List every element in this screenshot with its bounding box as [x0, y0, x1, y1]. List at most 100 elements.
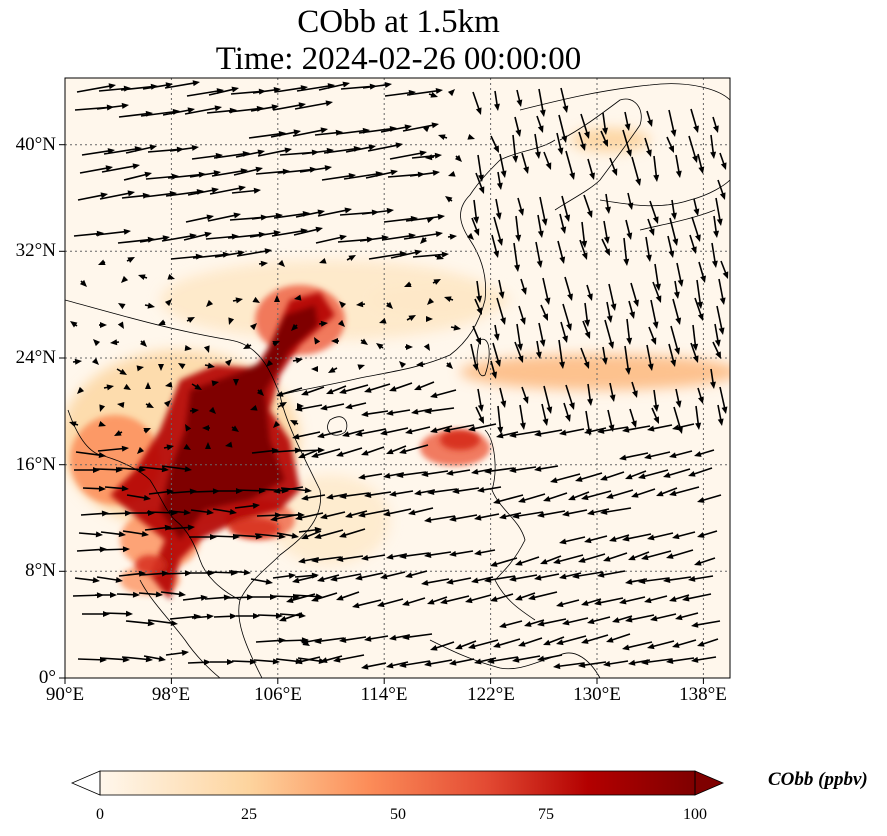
wind-arrow-head	[437, 213, 445, 220]
wind-arrow-head	[545, 162, 552, 170]
wind-arrow	[492, 342, 500, 364]
wind-arrow	[427, 551, 452, 557]
wind-arrow-head	[512, 155, 519, 163]
wind-arrow	[600, 426, 629, 433]
wind-arrow	[559, 599, 580, 606]
wind-arrow-head	[336, 556, 344, 562]
wind-arrow	[228, 570, 248, 574]
wind-arrow-head	[127, 190, 135, 197]
wind-arrow-head	[399, 661, 407, 668]
wind-arrow	[277, 168, 314, 174]
wind-arrow	[270, 131, 298, 138]
wind-arrow-head	[632, 390, 638, 398]
wind-arrow-head	[609, 394, 616, 402]
wind-arrow	[315, 236, 344, 244]
wind-arrow	[515, 655, 541, 662]
wind-arrow	[361, 473, 383, 479]
wind-arrow-head	[518, 208, 525, 216]
wind-arrow-head	[628, 659, 636, 666]
wind-arrow-head	[490, 561, 498, 567]
lat-tick-label-8n: 8°N	[25, 560, 56, 581]
wind-arrow-head	[672, 642, 680, 648]
wind-arrow	[403, 232, 440, 240]
wind-arrow-head	[181, 649, 189, 656]
wind-arrow-head	[399, 361, 407, 369]
wind-arrow-head	[298, 557, 306, 564]
gulf-of-thailand-coast	[67, 409, 241, 601]
wind-arrow-head	[252, 296, 260, 303]
wind-arrow	[408, 426, 431, 433]
wind-arrow	[653, 155, 658, 179]
wind-arrow-head	[447, 89, 455, 97]
wind-arrow	[383, 571, 406, 578]
wind-arrow	[323, 147, 358, 154]
coastlines	[65, 83, 730, 678]
wind-arrow	[603, 471, 625, 480]
wind-arrow-head	[542, 313, 548, 321]
wind-arrow	[652, 281, 661, 300]
wind-arrow-head	[578, 557, 586, 563]
wind-arrow-head	[537, 230, 544, 238]
wind-arrow	[696, 279, 702, 306]
wind-arrow-head	[426, 217, 434, 224]
wind-arrow	[518, 556, 540, 565]
wind-arrow	[678, 612, 699, 619]
wind-arrow	[380, 598, 404, 606]
wind-arrow	[580, 113, 589, 136]
wind-arrow-head	[423, 343, 430, 351]
wind-arrow-head	[118, 531, 126, 538]
wind-arrow	[390, 251, 419, 259]
wind-arrow-head	[311, 596, 319, 602]
wind-arrow	[650, 424, 673, 431]
wind-arrow	[167, 173, 203, 179]
wind-arrow	[80, 512, 106, 516]
wind-arrow	[653, 613, 677, 620]
wind-arrow	[542, 277, 549, 302]
wind-arrow	[252, 88, 278, 94]
wind-arrow-head	[424, 552, 432, 558]
wind-arrow	[512, 574, 538, 581]
wind-arrow-head	[79, 279, 87, 287]
wind-arrow	[692, 324, 697, 348]
colorbar-tick-0: 0	[96, 806, 104, 823]
wind-arrow	[537, 465, 559, 471]
wind-arrow-head	[619, 598, 627, 605]
wind-arrow-head	[271, 447, 279, 454]
wind-arrow-head	[518, 497, 526, 503]
wind-arrow-head	[273, 420, 281, 428]
wind-arrow	[314, 448, 341, 457]
wind-arrow	[383, 217, 415, 223]
wind-arrow-head	[250, 404, 258, 411]
wind-arrow	[318, 83, 347, 91]
wind-arrow-head	[435, 231, 443, 238]
wind-arrow-head	[602, 139, 608, 147]
wind-arrow-head	[655, 295, 662, 303]
wind-arrow-head	[377, 601, 385, 608]
wind-arrow	[367, 491, 392, 497]
wind-arrow-head	[475, 337, 482, 345]
wind-arrow	[534, 133, 540, 156]
wind-arrow-head	[288, 572, 296, 579]
wind-arrow-head	[524, 621, 532, 627]
wind-arrow-head	[448, 170, 456, 177]
wind-arrow-head	[360, 338, 368, 345]
wind-arrow	[565, 384, 574, 407]
wind-arrow-head	[718, 327, 725, 335]
wind-arrow	[227, 233, 263, 239]
wind-arrow-head	[692, 155, 698, 163]
wind-arrow	[411, 154, 439, 159]
wind-arrow-head	[320, 127, 328, 134]
wind-arrow-head	[445, 196, 453, 203]
wind-arrow	[502, 620, 523, 627]
wind-arrow-head	[292, 433, 300, 440]
wind-arrow-head	[713, 125, 719, 133]
wind-arrow-head	[404, 124, 412, 131]
wind-arrow	[345, 146, 373, 153]
borneo-coast	[429, 639, 601, 678]
wind-arrow-head	[515, 594, 523, 601]
wind-arrow-head	[652, 321, 659, 329]
wind-arrow-head	[471, 468, 479, 475]
wind-arrow-head	[602, 127, 609, 135]
wind-arrow-head	[572, 572, 580, 579]
wind-arrow-head	[626, 337, 633, 345]
